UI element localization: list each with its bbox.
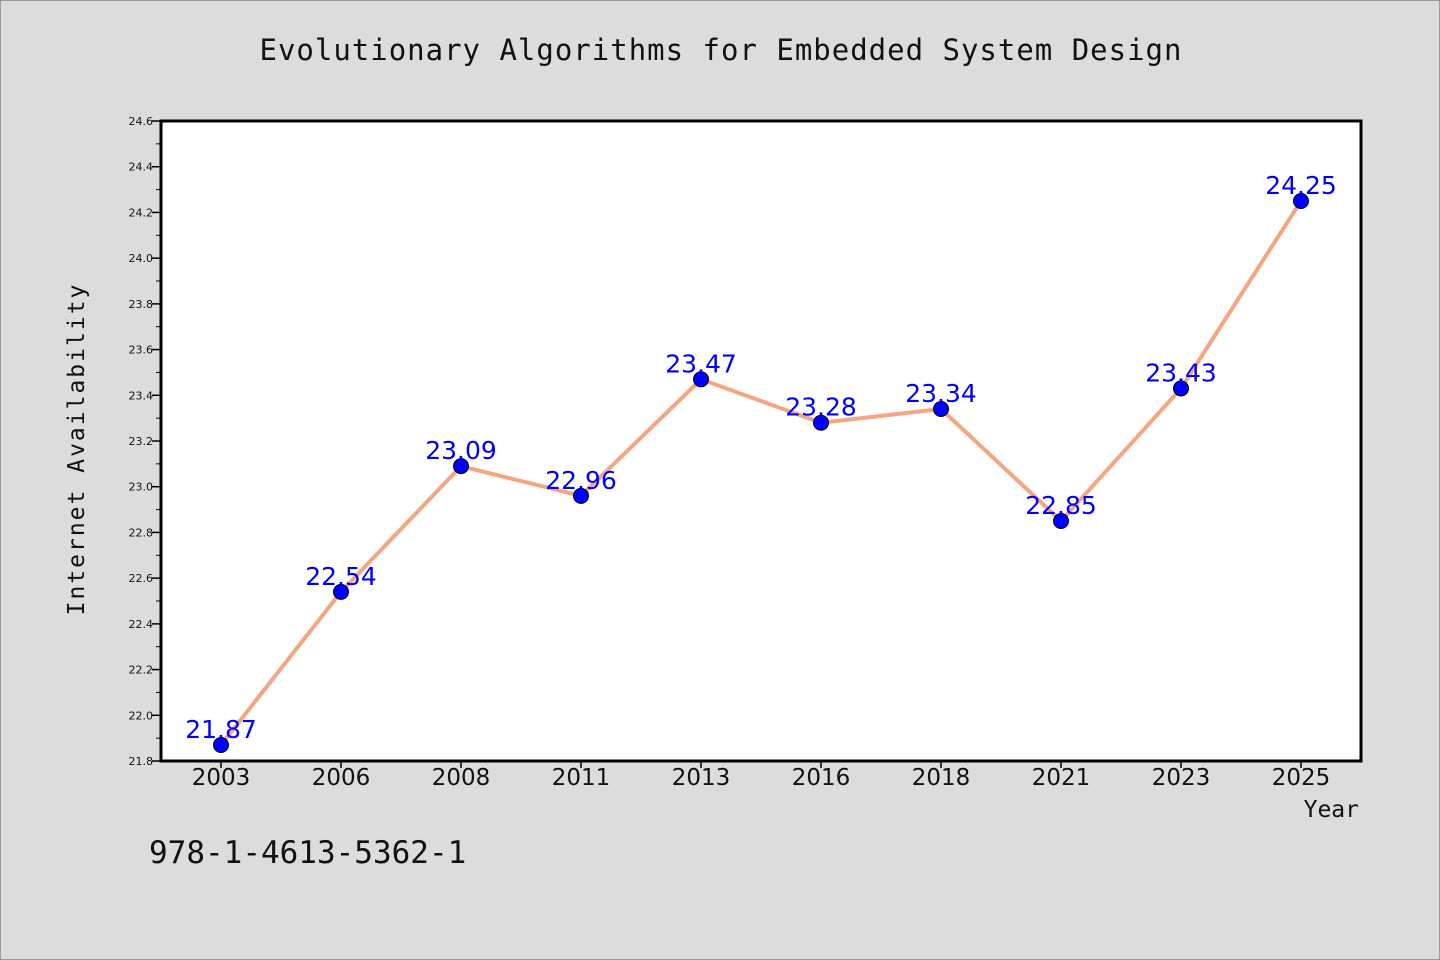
y-tick-label: 22.4 xyxy=(129,618,154,631)
data-label: 24.25 xyxy=(1265,171,1337,200)
data-point xyxy=(1173,380,1189,397)
y-tick-label: 23.0 xyxy=(129,481,154,494)
y-tick-label: 22.6 xyxy=(129,572,154,585)
y-tick-label: 24.2 xyxy=(129,206,154,219)
isbn-text: 978-1-4613-5362-1 xyxy=(149,835,467,871)
y-tick-label: 22.8 xyxy=(129,526,154,539)
x-tick-label: 2013 xyxy=(672,765,731,791)
data-point xyxy=(813,414,829,431)
y-axis-ticks: 21.8 22.0 22.2 22.4 22.6 22.8 23.0 23.2 23.4 23.6… xyxy=(129,115,161,768)
x-tick-label: 2021 xyxy=(1032,765,1091,791)
x-axis-label: Year xyxy=(1303,797,1359,823)
data-point xyxy=(933,401,949,417)
chart-title: Evolutionary Algorithms for Embedded Sys… xyxy=(259,33,1183,67)
data-point xyxy=(573,487,589,504)
x-tick-label: 2018 xyxy=(912,765,971,791)
y-tick-label: 21.8 xyxy=(129,755,154,768)
y-tick-label: 23.4 xyxy=(129,389,154,402)
data-point xyxy=(333,583,349,600)
data-label: 22.85 xyxy=(1025,491,1097,520)
data-label: 23.34 xyxy=(905,379,977,408)
data-label: 22.54 xyxy=(305,562,377,591)
y-tick-label: 22.2 xyxy=(129,664,154,677)
data-label: 23.43 xyxy=(1145,358,1217,387)
data-point xyxy=(453,458,469,475)
data-point xyxy=(1053,513,1069,529)
data-point xyxy=(213,737,229,753)
plot-area xyxy=(159,119,1363,763)
y-tick-label: 22.0 xyxy=(129,709,154,722)
y-tick-label: 23.6 xyxy=(129,344,154,357)
data-point xyxy=(1293,193,1309,209)
y-tick-label: 24.4 xyxy=(129,161,154,174)
y-tick-label: 23.8 xyxy=(129,298,154,311)
data-label: 23.47 xyxy=(665,349,737,378)
y-tick-label: 23.2 xyxy=(129,435,154,448)
x-tick-label: 2011 xyxy=(552,765,611,791)
data-point xyxy=(693,371,709,388)
x-tick-label: 2003 xyxy=(192,765,251,791)
data-labels: 21.87 22.54 23.09 22.96 23.47 23.28 23.34 22.85… xyxy=(185,171,1337,744)
x-tick-label: 2008 xyxy=(432,765,491,791)
x-tick-label: 2006 xyxy=(312,765,371,791)
data-label: 23.28 xyxy=(785,393,857,422)
x-tick-label: 2025 xyxy=(1272,765,1331,791)
data-points xyxy=(213,193,1309,753)
series-line xyxy=(219,199,1303,747)
y-tick-label: 24.6 xyxy=(129,115,154,128)
x-axis-ticks: 2003 2006 2008 2011 2013 2016 2018 2021 2023 2025 xyxy=(192,761,1331,791)
data-label: 22.96 xyxy=(545,466,617,495)
data-label: 23.09 xyxy=(425,436,497,465)
y-tick-label: 24.0 xyxy=(129,252,154,265)
data-label: 21.87 xyxy=(185,715,257,744)
x-tick-label: 2016 xyxy=(792,765,851,791)
x-tick-label: 2023 xyxy=(1152,765,1211,791)
